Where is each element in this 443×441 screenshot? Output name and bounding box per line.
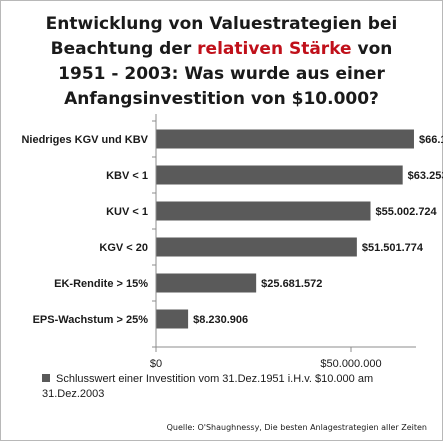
chart-title: Entwicklung von Valuestrategien bei Beac… bbox=[0, 12, 443, 112]
title-part: Entwicklung von Valuestrategien bei bbox=[45, 14, 398, 34]
title-line-3: 1951 - 2003: Was wurde aus einer bbox=[0, 62, 443, 87]
title-line-2: Beachtung der relativen Stärke von bbox=[0, 37, 443, 62]
data-label: $55.002.724 bbox=[376, 206, 438, 218]
data-label: $63.253.200 bbox=[408, 170, 443, 182]
title-line-4: Anfangsinvestition von $10.000? bbox=[0, 87, 443, 112]
bar bbox=[156, 165, 403, 185]
x-tick-label: $0 bbox=[150, 358, 162, 370]
legend-swatch bbox=[42, 374, 50, 382]
title-line-1: Entwicklung von Valuestrategien bei bbox=[0, 12, 443, 37]
category-label: KBV < 1 bbox=[106, 170, 148, 182]
x-tick-label: $50.000.000 bbox=[320, 358, 381, 370]
legend-label: Schlusswert einer Investition vom 31.Dez… bbox=[42, 373, 374, 400]
category-label: KUV < 1 bbox=[106, 206, 148, 218]
data-label: $25.681.572 bbox=[261, 278, 322, 290]
bar bbox=[156, 309, 189, 329]
title-part: Beachtung der bbox=[50, 39, 198, 59]
category-label: EPS-Wachstum > 25% bbox=[33, 314, 149, 326]
bar bbox=[156, 129, 414, 149]
data-label: $8.230.906 bbox=[193, 314, 248, 326]
title-part: 1951 - 2003: Was wurde aus einer bbox=[58, 64, 385, 84]
source-note: Quelle: O'Shaughnessy, Die besten Anlage… bbox=[166, 423, 427, 432]
category-label: EK-Rendite > 15% bbox=[54, 278, 148, 290]
category-label: KGV < 20 bbox=[99, 242, 148, 254]
title-part: von bbox=[351, 39, 393, 59]
bar bbox=[156, 237, 357, 257]
data-label: $51.501.774 bbox=[362, 242, 424, 254]
title-highlight: relativen Stärke bbox=[197, 39, 352, 59]
title-part: Anfangsinvestition von $10.000? bbox=[64, 89, 379, 109]
bar bbox=[156, 201, 371, 221]
data-label: $66.146.070 bbox=[419, 134, 443, 146]
legend: Schlusswert einer Investition vom 31.Dez… bbox=[42, 372, 432, 402]
category-label: Niedriges KGV und KBV bbox=[21, 134, 148, 146]
bar bbox=[156, 273, 257, 293]
